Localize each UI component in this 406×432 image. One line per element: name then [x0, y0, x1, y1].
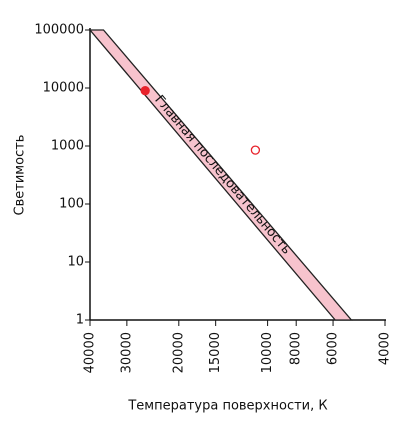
y-tick-label: 10: [67, 255, 84, 270]
x-tick-label: 40000: [83, 332, 98, 373]
y-tick-label: 1: [76, 313, 84, 328]
x-tick-label: 10000: [260, 332, 275, 373]
x-axis-label: Температура поверхности, К: [127, 399, 327, 414]
x-tick-label: 20000: [171, 332, 186, 373]
main-sequence-band: [88, 29, 353, 321]
x-tick-label: 6000: [326, 332, 341, 365]
y-tick-label: 100000: [34, 23, 84, 38]
y-tick-label: 100: [59, 197, 84, 212]
star-point: [140, 86, 150, 96]
star-point: [250, 145, 261, 155]
y-tick-label: 1000: [51, 139, 84, 154]
y-axis-label: Светимость: [13, 135, 28, 216]
y-tick-label: 10000: [43, 81, 84, 96]
x-tick-label: 4000: [378, 332, 393, 365]
x-tick-label: 15000: [208, 332, 223, 373]
x-tick-label: 30000: [119, 332, 134, 373]
band-annotation: Главная последовательность: [151, 93, 294, 258]
x-tick-label: 8000: [289, 332, 304, 365]
